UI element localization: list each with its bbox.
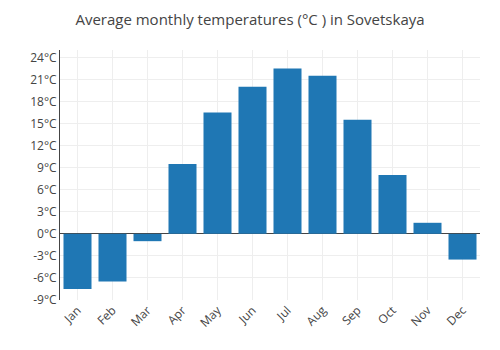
svg-text:Aug: Aug: [302, 302, 330, 330]
svg-text:Sep: Sep: [338, 302, 365, 329]
svg-text:9°C: 9°C: [37, 159, 57, 176]
svg-text:6°C: 6°C: [37, 181, 57, 198]
svg-text:Feb: Feb: [93, 302, 119, 328]
svg-text:May: May: [196, 301, 225, 330]
svg-text:24°C: 24°C: [30, 49, 57, 66]
svg-text:Apr: Apr: [164, 302, 190, 328]
svg-text:-6°C: -6°C: [33, 269, 57, 286]
svg-text:-9°C: -9°C: [33, 291, 57, 308]
svg-text:Dec: Dec: [443, 302, 470, 329]
svg-text:Jul: Jul: [272, 302, 294, 324]
svg-text:0°C: 0°C: [37, 225, 57, 242]
svg-text:12°C: 12°C: [30, 137, 57, 154]
svg-text:15°C: 15°C: [30, 115, 57, 132]
svg-text:3°C: 3°C: [37, 203, 57, 220]
svg-text:Jan: Jan: [60, 302, 85, 327]
svg-text:Average monthly temperatures (: Average monthly temperatures (°C ) in So…: [75, 9, 424, 29]
svg-text:Nov: Nov: [407, 302, 435, 330]
svg-text:-3°C: -3°C: [33, 247, 57, 264]
svg-text:Jun: Jun: [234, 302, 259, 327]
svg-text:21°C: 21°C: [30, 71, 57, 88]
svg-text:Mar: Mar: [127, 302, 155, 330]
svg-text:18°C: 18°C: [30, 93, 57, 110]
svg-text:Oct: Oct: [374, 302, 400, 328]
